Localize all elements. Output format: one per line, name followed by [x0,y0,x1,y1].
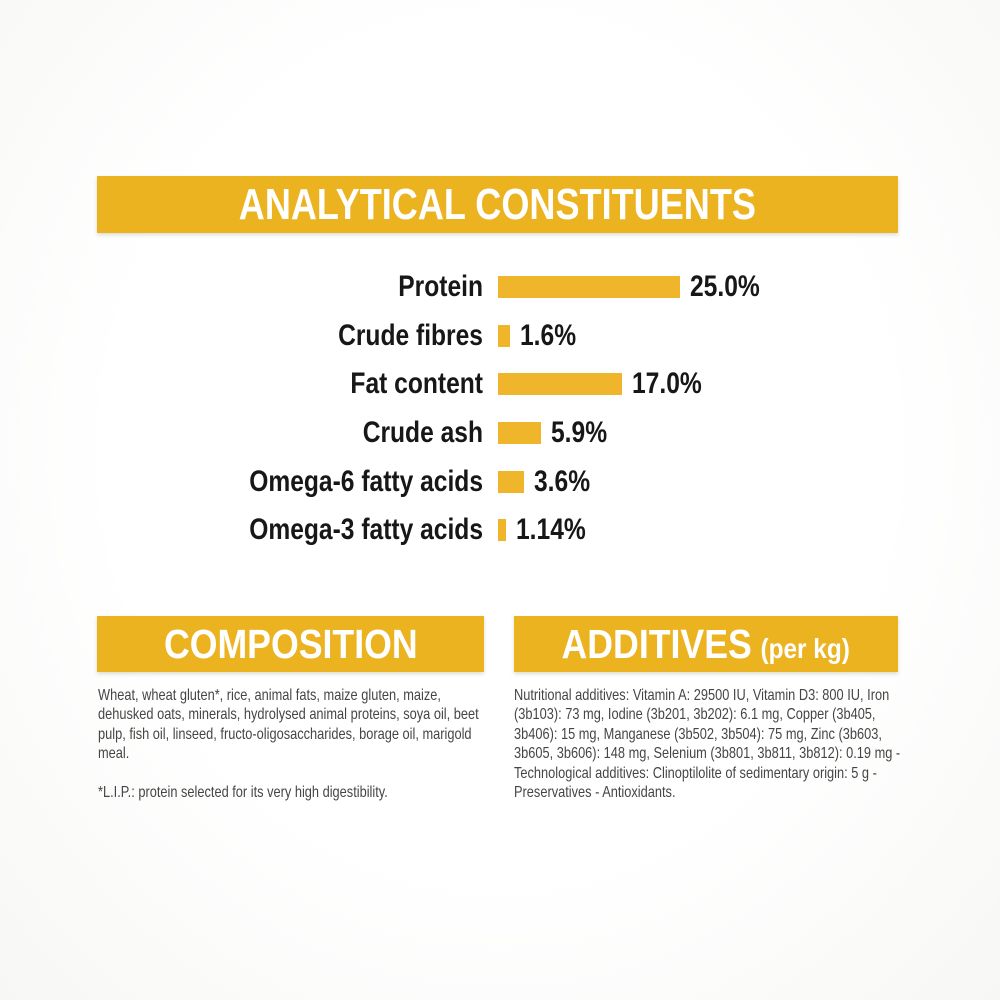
constituent-label: Protein [398,270,483,304]
constituent-row: Omega-3 fatty acids 1.14% [97,506,917,555]
constituent-row: Protein 25.0% [97,263,917,312]
additives-title-suffix: (per kg) [760,632,851,664]
additives-banner: ADDITIVES (per kg) [514,616,898,672]
constituent-value: 3.6% [534,464,591,498]
constituent-value: 1.14% [516,513,587,547]
constituent-label: Crude ash [362,416,483,450]
constituent-value: 1.6% [519,318,576,352]
constituent-label: Crude fibres [338,318,483,352]
constituent-label: Omega-3 fatty acids [249,513,483,547]
analytical-constituents-banner: ANALYTICAL CONSTITUENTS [97,176,898,233]
composition-title: COMPOSITION [163,620,418,667]
additives-title: ADDITIVES (per kg) [562,621,850,668]
analytical-constituents-title: ANALYTICAL CONSTITUENTS [238,179,757,229]
constituent-bar [498,276,680,299]
constituent-row: Crude ash 5.9% [97,409,917,458]
analytical-constituents-chart: Protein 25.0% Crude fibres 1.6% Fat content 1… [97,263,917,555]
additives-text: Nutritional additives: Vitamin A: 29500 … [514,687,901,802]
constituent-row: Crude fibres 1.6% [97,312,917,361]
constituent-value: 5.9% [551,416,608,450]
constituent-bar [498,422,541,445]
composition-banner: COMPOSITION [97,616,484,672]
constituent-label: Omega-6 fatty acids [249,464,483,498]
constituent-row: Fat content 17.0% [97,360,917,409]
constituent-row: Omega-6 fatty acids 3.6% [97,457,917,506]
constituent-label: Fat content [350,367,483,401]
constituent-bar [498,373,622,396]
composition-footnote: *L.I.P.: protein selected for its very h… [98,784,388,801]
constituents-rows: Protein 25.0% Crude fibres 1.6% Fat content 1… [97,263,917,555]
composition-text: Wheat, wheat gluten*, rice, animal fats,… [98,687,479,763]
additives-title-main: ADDITIVES [561,620,753,667]
constituent-bar [498,324,510,347]
constituent-bar [498,519,507,542]
constituent-value: 17.0% [631,367,702,401]
constituent-bar [498,470,525,493]
constituent-value: 25.0% [690,270,760,304]
